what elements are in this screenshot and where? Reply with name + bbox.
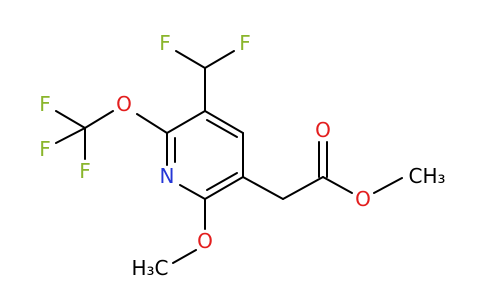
bond [136,113,168,134]
bond [242,176,284,200]
atom-label: CH₃ [408,164,445,188]
bond [166,110,206,134]
atom-label: O [116,92,132,116]
atom-label: F [39,137,51,161]
bond [55,110,86,129]
atom-label: F [79,159,91,183]
bond [206,119,238,138]
atom-label: F [39,92,51,116]
bonds [55,50,403,264]
bond [322,176,353,194]
bond [204,110,244,134]
bond [282,176,324,200]
bond [175,50,206,69]
bond [84,110,114,129]
atom-label: O [197,229,213,253]
bond [373,177,403,194]
atom-label: H₃C [131,256,168,280]
atom-label: F [239,31,251,55]
bond [172,249,197,264]
bond [55,127,86,144]
atom-label: O [315,118,331,142]
atom-label: F [159,31,171,55]
bond [206,172,238,191]
atom-label: N [160,164,175,188]
bond [204,50,235,69]
bond [179,184,206,200]
atom-label: O [355,187,371,211]
atom-labels: F F O F F F N O H₃C O O CH₃ [39,31,445,280]
bond [204,176,244,200]
